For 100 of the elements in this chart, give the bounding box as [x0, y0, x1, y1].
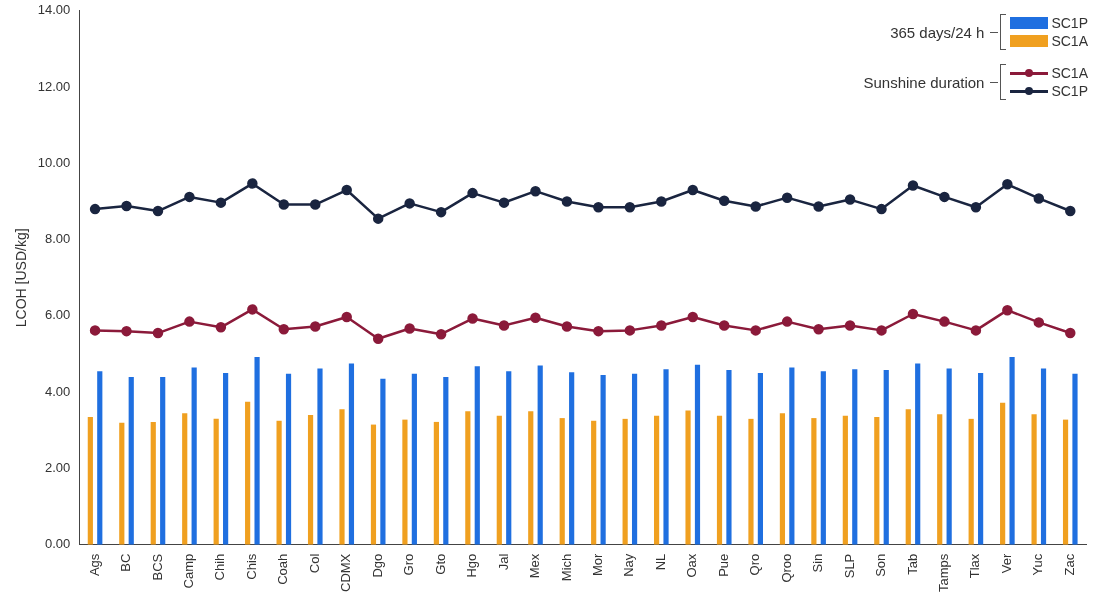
x-tick-label: Coah: [275, 553, 291, 585]
x-tick-label: Pue: [715, 553, 731, 577]
point: [372, 213, 384, 224]
x-tick-label: Ver: [998, 553, 1014, 574]
legend-label: SC1P: [1051, 83, 1088, 99]
bar: [685, 410, 691, 545]
bar: [726, 370, 732, 545]
bar: [348, 363, 355, 545]
bar: [307, 415, 314, 545]
point: [907, 180, 919, 191]
bar: [87, 416, 93, 545]
point: [876, 325, 887, 336]
point: [813, 323, 824, 335]
point: [530, 185, 541, 197]
point: [530, 312, 541, 324]
bar: [811, 418, 817, 545]
x-tick-label: Son: [873, 553, 889, 577]
x-tick-label: Chih: [212, 553, 228, 581]
point: [498, 320, 510, 331]
point: [247, 178, 258, 189]
y-tick-label: 10.00: [37, 154, 71, 170]
legend-label: SC1A: [1051, 33, 1088, 49]
bar: [370, 424, 377, 545]
x-tick-label: Tab: [904, 553, 920, 575]
point: [121, 200, 132, 212]
point: [152, 205, 164, 217]
x-tick-label: CDMX: [338, 553, 354, 592]
point: [1002, 304, 1013, 316]
bar: [694, 364, 701, 545]
bar: [433, 421, 439, 545]
bar: [97, 371, 103, 545]
point: [467, 187, 478, 199]
point: [372, 333, 384, 345]
point: [781, 192, 793, 203]
bar: [465, 411, 471, 545]
x-tick-label: Qroo: [778, 553, 794, 583]
point: [656, 320, 667, 331]
point: [687, 311, 699, 323]
point: [184, 316, 195, 327]
point: [215, 322, 227, 333]
point: [278, 199, 290, 210]
x-tick-label: Gro: [401, 553, 417, 576]
point: [593, 325, 604, 337]
point: [1002, 179, 1013, 190]
bar: [402, 419, 408, 545]
bar: [779, 413, 786, 545]
x-tick-label: Mor: [589, 553, 605, 577]
bar: [191, 367, 197, 545]
point: [687, 184, 699, 196]
point: [310, 199, 321, 210]
bar: [591, 420, 597, 545]
bar: [600, 375, 606, 545]
x-tick-label: Gto: [432, 553, 448, 575]
point: [435, 328, 447, 340]
x-tick-label: Col: [306, 553, 322, 574]
y-tick-label: 6.00: [45, 307, 71, 323]
bar: [559, 418, 565, 545]
x-tick-label: BCS: [149, 553, 165, 581]
y-tick-label: 12.00: [37, 78, 71, 94]
point: [435, 206, 447, 218]
bar: [905, 409, 911, 545]
point: [184, 191, 195, 203]
x-tick-label: Mich: [558, 553, 574, 582]
point: [341, 184, 352, 196]
x-tick-label: Nay: [621, 553, 637, 577]
bar: [285, 373, 292, 545]
point: [624, 325, 636, 336]
bar: [748, 418, 754, 545]
bar: [182, 413, 188, 545]
x-tick-label: Oax: [684, 553, 700, 578]
bar: [213, 418, 219, 545]
bar: [1062, 419, 1069, 545]
bar: [528, 411, 534, 545]
bar: [978, 373, 984, 545]
y-tick-label: 4.00: [45, 383, 71, 399]
x-tick-label: Mex: [527, 553, 543, 579]
point: [215, 197, 227, 208]
bar: [537, 365, 543, 545]
x-tick-label: Chis: [243, 553, 259, 580]
point: [970, 201, 982, 213]
point: [781, 316, 793, 327]
bar: [276, 420, 282, 545]
point: [561, 196, 573, 207]
point: [844, 194, 856, 205]
point: [939, 316, 950, 327]
bar: [506, 371, 512, 545]
x-tick-label: Tamps: [936, 553, 952, 593]
bar: [160, 376, 166, 545]
x-tick-label: Ags: [86, 553, 102, 577]
x-tick-label: Jal: [495, 553, 511, 571]
point: [907, 308, 919, 320]
point: [876, 203, 887, 215]
point: [1065, 327, 1076, 339]
bar: [883, 370, 889, 545]
annotation: Sunshine duration: [863, 73, 985, 91]
bar: [1000, 402, 1006, 545]
x-tick-label: Hgo: [464, 553, 480, 578]
y-tick-label: 0.00: [45, 536, 71, 552]
bar: [968, 418, 974, 545]
bar: [245, 401, 251, 545]
